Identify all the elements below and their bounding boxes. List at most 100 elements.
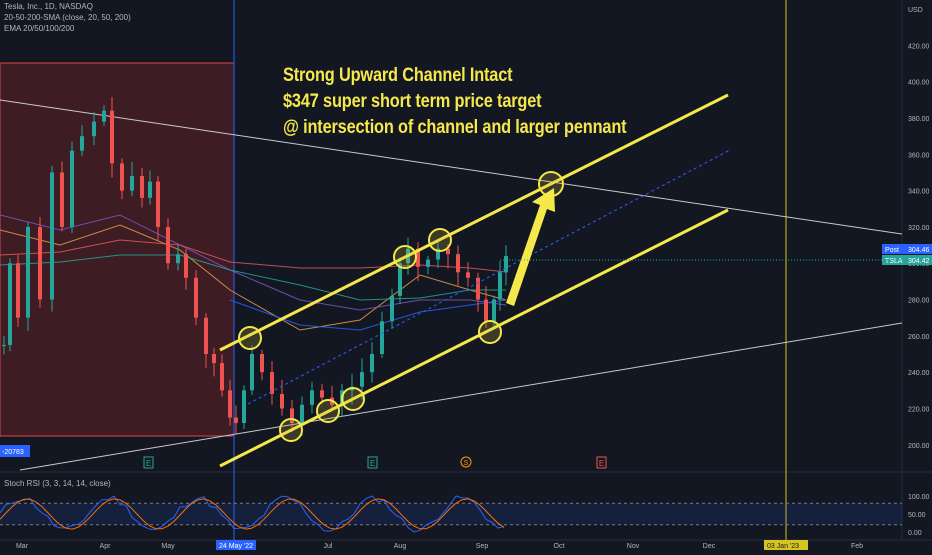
candle-body <box>102 110 106 122</box>
candle-body <box>466 272 470 278</box>
stoch-panel-background <box>0 472 902 540</box>
earnings-marker <box>596 456 607 469</box>
left-marker-text: -20783 <box>2 449 24 456</box>
candle-body <box>60 172 64 227</box>
candle-body <box>416 248 420 267</box>
time-tick-label: 03 Jan '23 <box>767 543 799 550</box>
touch-circle <box>238 326 262 350</box>
candle-body <box>320 390 324 398</box>
time-tick-label: Sep <box>476 543 489 550</box>
stoch-d-line <box>0 498 505 530</box>
earnings-marker-label: E <box>146 459 151 468</box>
price-tick-label: 400.00 <box>908 80 930 87</box>
channel-lower-line <box>219 208 729 468</box>
time-axis: Mar Apr May 24 May '22 Jul Aug Sep Oct Nov Dec 03 … <box>16 540 863 550</box>
time-tick-label: May <box>161 543 175 550</box>
price-tick-label: 200.00 <box>908 443 930 450</box>
touch-circle <box>316 399 340 423</box>
price-tick-label: 360.00 <box>908 152 930 159</box>
candle-body <box>80 136 84 151</box>
left-marker-box <box>0 445 30 457</box>
candle-body <box>140 176 144 198</box>
moving-average-line <box>0 224 507 331</box>
candle-body <box>176 254 180 264</box>
candle-body <box>148 181 152 198</box>
candle-body <box>194 277 198 318</box>
candle-body <box>300 404 304 423</box>
split-marker-label: S <box>464 460 469 467</box>
candle-body <box>380 321 384 354</box>
price-tick-label: 280.00 <box>908 298 930 305</box>
annotation-line: Strong Upward Channel Intact <box>283 65 513 86</box>
target-arrow <box>506 188 555 306</box>
stoch-indicator-label[interactable]: Stoch RSI (3, 3, 14, 14, close) <box>4 479 111 488</box>
candle-body <box>130 176 134 191</box>
pennant-upper-line <box>0 99 903 235</box>
stoch-tick-label: 50.00 <box>908 512 926 519</box>
candle-body <box>390 295 394 322</box>
marker-date-box <box>764 540 808 550</box>
channel-upper-line <box>219 93 729 352</box>
candle-body <box>204 317 208 354</box>
price-tick-label: 220.00 <box>908 406 930 413</box>
candle-body <box>290 408 294 423</box>
candle-body <box>70 150 74 227</box>
candle-body <box>280 393 284 409</box>
candle-body <box>234 417 238 423</box>
currency-label: USD <box>908 7 923 14</box>
candle-body <box>310 390 314 405</box>
candle-body <box>2 344 6 346</box>
post-price-value: 304.46 <box>908 247 930 254</box>
touch-circle <box>478 320 502 344</box>
ema-indicator-label[interactable]: EMA 20/50/100/200 <box>4 24 75 33</box>
touch-circle <box>341 387 365 411</box>
last-price-value: 304.42 <box>908 258 930 265</box>
time-tick-label: Feb <box>851 543 863 550</box>
post-price-label-box <box>882 244 932 254</box>
time-tick-label: Jul <box>324 543 333 550</box>
price-tick-label: 420.00 <box>908 43 930 50</box>
earnings-marker <box>367 456 378 469</box>
time-tick-label: Apr <box>100 543 112 550</box>
earnings-marker-label: E <box>370 459 375 468</box>
moving-average-line <box>0 239 507 273</box>
crosshair-date-box <box>216 540 256 550</box>
candle-body <box>110 110 114 164</box>
annotation-line: $347 super short term price target <box>283 91 542 112</box>
candle-body <box>26 226 30 318</box>
price-tick-label: 380.00 <box>908 116 930 123</box>
touch-circle <box>393 245 417 269</box>
candle-body <box>476 277 480 300</box>
candle-body <box>492 299 496 322</box>
price-tick-label: 260.00 <box>908 334 930 341</box>
price-tick-label: 340.00 <box>908 189 930 196</box>
sma-indicator-label[interactable]: 20-50-200-SMA (close, 20, 50, 200) <box>4 13 131 22</box>
candle-body <box>8 263 12 345</box>
candle-body <box>16 263 20 318</box>
time-tick-label: Nov <box>627 543 640 550</box>
touch-circle <box>279 418 303 442</box>
candle-body <box>38 226 42 300</box>
candle-body <box>426 259 430 267</box>
time-tick-label: Dec <box>703 543 716 550</box>
highlight-box <box>0 62 235 437</box>
channel-mid-dashed <box>247 149 731 405</box>
candles <box>2 96 508 436</box>
stoch-k-line <box>0 495 505 533</box>
candle-body <box>270 372 274 394</box>
last-price-symbol: TSLA <box>885 258 903 265</box>
candle-body <box>220 363 224 391</box>
candle-body <box>166 226 170 264</box>
candle-body <box>398 263 402 296</box>
earnings-marker <box>143 456 154 469</box>
candle-body <box>484 299 488 322</box>
candle-body <box>184 254 188 278</box>
moving-average-line <box>0 254 506 301</box>
candle-body <box>228 390 232 418</box>
earnings-marker-label: E <box>599 459 604 468</box>
candle-body <box>242 390 246 423</box>
price-tick-label: 320.00 <box>908 225 930 232</box>
symbol-title: Tesla, Inc., 1D, NASDAQ <box>4 2 93 11</box>
